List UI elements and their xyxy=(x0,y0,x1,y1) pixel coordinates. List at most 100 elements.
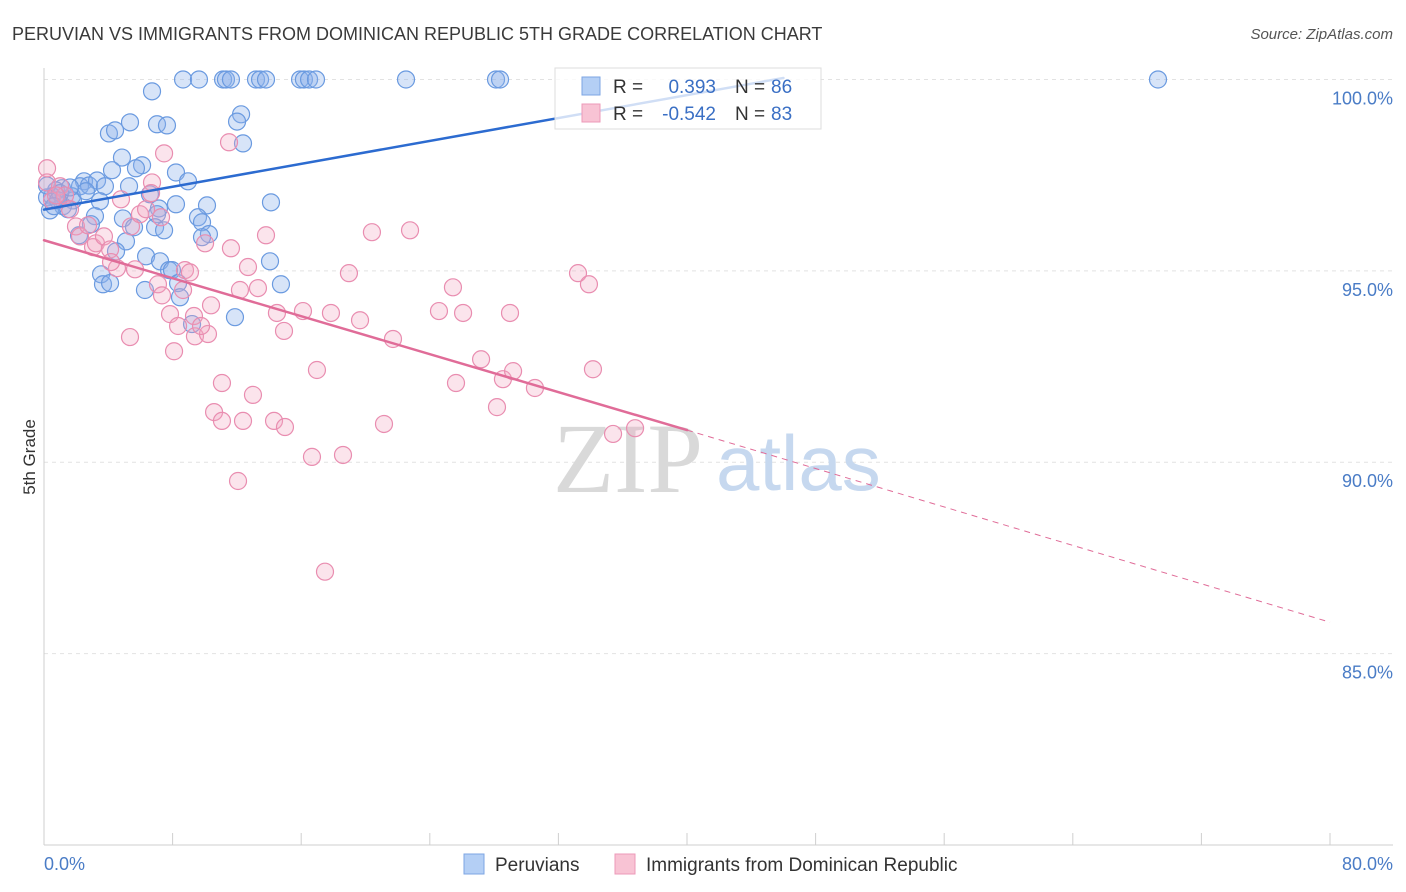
peruvians-point xyxy=(120,113,140,132)
dominican-republic-point xyxy=(141,184,161,203)
dominican-republic-point xyxy=(264,411,284,430)
dominican-republic-point xyxy=(625,419,645,438)
dominican-republic-legend-swatch xyxy=(614,853,636,875)
y-tick-labels: 100.0% 95.0% 90.0% 85.0% xyxy=(1332,88,1393,682)
peruvians-point xyxy=(260,252,280,271)
x-tick-labels: 0.0% 80.0% xyxy=(44,854,1393,874)
dominican-republic-point xyxy=(443,278,463,297)
y-tick-label-95: 95.0% xyxy=(1342,280,1393,300)
dominican-republic-point xyxy=(154,144,174,163)
peruvians-point xyxy=(1148,70,1168,89)
peruvians-point xyxy=(102,161,122,180)
dominican-republic-point xyxy=(429,301,449,321)
dominican-republic-point xyxy=(151,208,171,227)
dominican-republic-point xyxy=(471,350,491,369)
dominican-republic-legend-label: Immigrants from Dominican Republic xyxy=(646,855,958,876)
dominican-republic-point xyxy=(362,223,382,242)
peruvians-point xyxy=(261,193,281,212)
dominican-republic-point xyxy=(233,411,253,430)
dominican-republic-point xyxy=(453,303,473,323)
peruvians-swatch xyxy=(581,76,601,96)
dominican-republic-swatch xyxy=(581,103,601,123)
dominican-republic-point xyxy=(195,234,215,253)
dominican-republic-points xyxy=(37,133,645,581)
peruvians-point xyxy=(221,70,241,89)
dominican-republic-point xyxy=(274,321,294,341)
peruvians-point xyxy=(271,275,291,294)
dominican-republic-point xyxy=(243,385,263,404)
y-tick-label-85: 85.0% xyxy=(1342,663,1393,683)
dominican-republic-point xyxy=(350,311,370,330)
dominican-republic-point xyxy=(228,471,248,491)
dominican-republic-n-value: 83 xyxy=(771,104,792,125)
dominican-republic-point xyxy=(315,562,335,581)
trend-lines xyxy=(42,76,1331,623)
dominican-republic-trend-line xyxy=(42,238,689,432)
dominican-republic-point xyxy=(579,275,599,294)
peruvians-point xyxy=(112,148,132,167)
dominican-republic-trend-line-extension xyxy=(686,429,1331,623)
gridlines xyxy=(44,78,1393,655)
dominican-republic-point xyxy=(180,263,200,282)
peruvians-point xyxy=(142,82,162,101)
dominican-republic-point xyxy=(121,217,141,236)
peruvians-point xyxy=(178,172,198,191)
dominican-republic-point xyxy=(46,186,66,205)
peruvians-point xyxy=(299,70,319,89)
watermark-atlas: atlas xyxy=(716,419,881,507)
dominican-republic-point xyxy=(130,205,150,224)
peruvians-point xyxy=(126,159,146,178)
dominican-republic-point xyxy=(374,414,394,434)
dominican-republic-point xyxy=(256,226,276,245)
peruvians-point xyxy=(100,274,120,293)
dominican-republic-point xyxy=(148,275,168,294)
dominican-republic-point xyxy=(500,303,520,323)
dominican-republic-point xyxy=(184,306,204,326)
peruvians-point xyxy=(250,70,270,89)
dominican-republic-point xyxy=(583,360,603,379)
dominican-republic-point xyxy=(191,316,211,336)
dominican-republic-point xyxy=(136,200,156,219)
x-tick-label-0: 0.0% xyxy=(44,854,85,874)
y-tick-label-100: 100.0% xyxy=(1332,88,1393,108)
peruvians-point xyxy=(225,308,245,327)
dominican-republic-point xyxy=(446,373,466,393)
dominican-republic-point xyxy=(307,360,327,380)
peruvians-point xyxy=(189,70,209,89)
dominican-republic-point xyxy=(212,373,232,393)
n-label: N = xyxy=(735,104,765,125)
dominican-republic-point xyxy=(152,286,172,305)
peruvians-points xyxy=(37,70,1168,334)
stats-legend: R = 0.393 N = 86 R = -0.542 N = 83 xyxy=(554,67,822,130)
dominican-republic-point xyxy=(603,424,623,444)
dominican-republic-point xyxy=(321,303,341,323)
peruvians-legend-label: Peruvians xyxy=(495,855,580,876)
dominican-republic-point xyxy=(168,316,188,336)
dominican-republic-r-value: -0.542 xyxy=(662,104,716,125)
dominican-republic-point xyxy=(111,190,131,209)
dominican-republic-point xyxy=(238,257,258,277)
x-tick-label-80: 80.0% xyxy=(1342,854,1393,874)
peruvians-point xyxy=(216,70,236,89)
dominican-republic-point xyxy=(487,398,507,417)
dominican-republic-point xyxy=(339,264,359,283)
axes xyxy=(43,68,1393,846)
y-axis-title: 5th Grade xyxy=(20,419,39,495)
peruvians-point xyxy=(93,275,113,294)
peruvians-point xyxy=(105,121,125,140)
dominican-republic-point xyxy=(221,239,241,258)
dominican-republic-point xyxy=(219,133,239,152)
peruvians-n-value: 86 xyxy=(771,77,792,98)
watermark: ZIP atlas xyxy=(553,403,881,514)
peruvians-point xyxy=(233,134,253,153)
peruvians-point xyxy=(306,70,326,89)
dominican-republic-point xyxy=(400,221,420,240)
dominican-republic-point xyxy=(50,177,70,196)
chart-title: PERUVIAN VS IMMIGRANTS FROM DOMINICAN RE… xyxy=(12,24,822,44)
y-tick-label-90: 90.0% xyxy=(1342,471,1393,491)
peruvians-point xyxy=(396,70,416,89)
dominican-republic-point xyxy=(164,342,184,361)
dominican-republic-point xyxy=(248,278,268,298)
dominican-republic-point xyxy=(37,159,57,178)
